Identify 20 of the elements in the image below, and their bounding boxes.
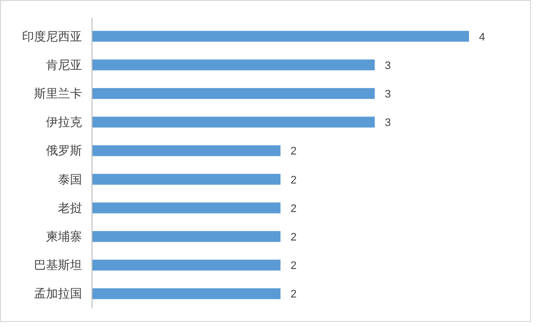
y-tick-label: 肯尼亚 — [46, 58, 82, 72]
data-label: 2 — [290, 146, 297, 158]
data-label: 2 — [290, 174, 297, 186]
y-tick-label: 伊拉克 — [46, 115, 82, 130]
y-tick-label: 印度尼西亚 — [22, 29, 82, 44]
y-tick-label: 巴基斯坦 — [34, 258, 82, 272]
data-label: 2 — [290, 260, 297, 272]
data-label: 3 — [384, 88, 391, 100]
y-tick-label: 老挝 — [58, 200, 82, 215]
data-label: 3 — [384, 117, 391, 130]
y-tick-label: 孟加拉国 — [34, 286, 82, 301]
data-label: 2 — [290, 232, 297, 244]
data-label: 3 — [384, 60, 391, 72]
y-tick-label: 斯里兰卡 — [34, 86, 82, 100]
y-tick-label: 俄罗斯 — [46, 144, 82, 158]
data-label: 2 — [290, 288, 297, 301]
data-label: 2 — [290, 202, 297, 215]
y-tick-label: 柬埔寨 — [46, 230, 82, 244]
data-label: 4 — [479, 31, 486, 44]
y-tick-label: 泰国 — [58, 172, 82, 186]
